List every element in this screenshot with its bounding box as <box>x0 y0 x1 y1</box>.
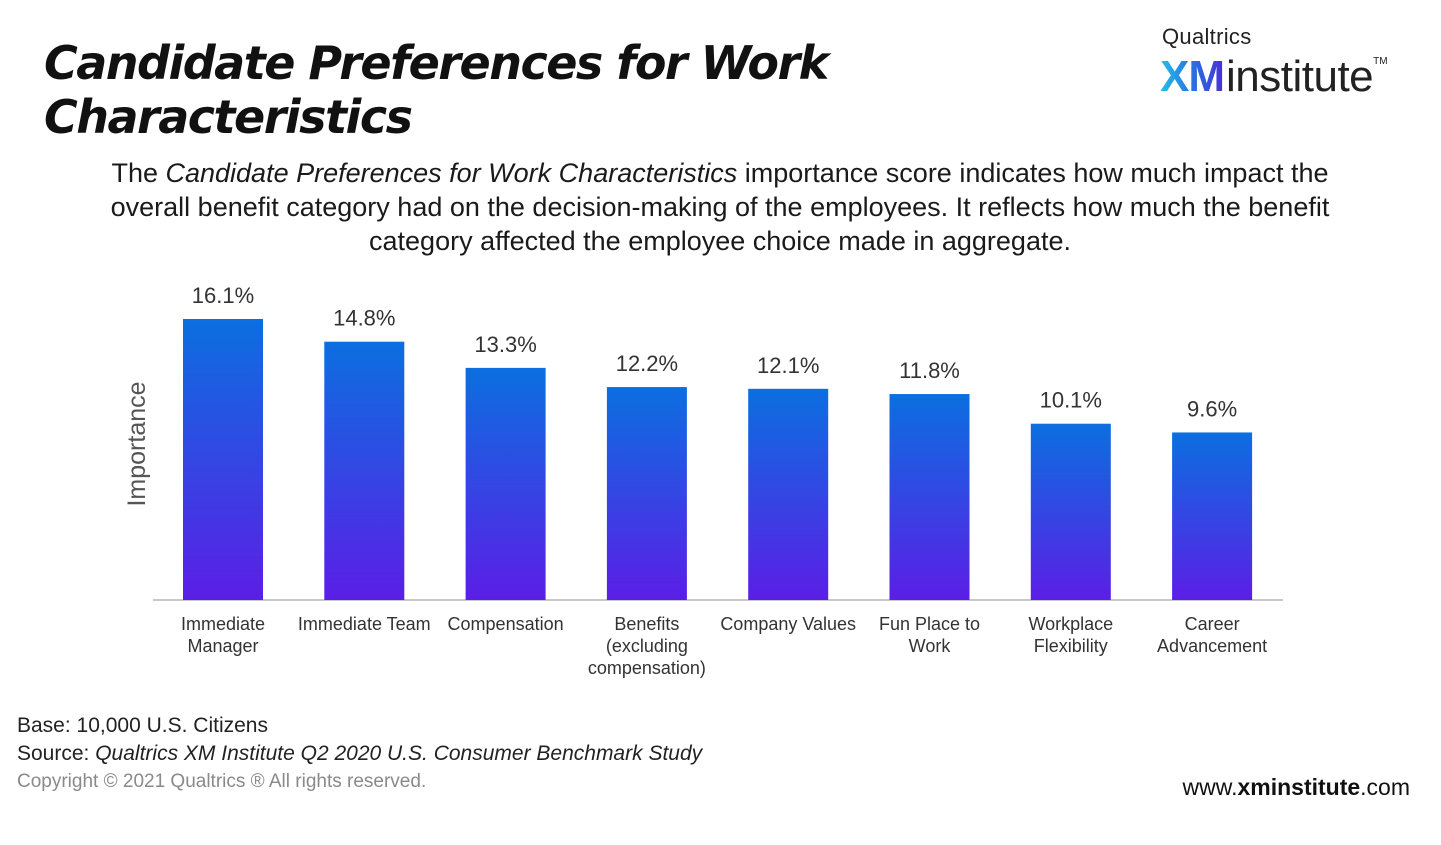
x-tick-label-3: Compensation <box>448 614 564 634</box>
bar-6 <box>889 394 970 600</box>
chart-description: The Candidate Preferences for Work Chara… <box>70 156 1370 258</box>
x-tick-label-6: Fun Place to Work <box>879 614 980 656</box>
x-tick-label-2: Immediate Team <box>298 614 431 634</box>
bar-2 <box>324 341 405 600</box>
x-tick-label-1: Immediate Manager <box>181 614 265 656</box>
xm-institute-logo: Qualtrics XMinstituteTM <box>1160 24 1420 102</box>
description-italic: Candidate Preferences for Work Character… <box>165 158 738 188</box>
data-label-8: 9.6% <box>1187 396 1237 421</box>
data-label-5: 12.1% <box>757 353 819 378</box>
x-tick-label-8: Career Advancement <box>1157 614 1267 656</box>
bar-1 <box>183 319 263 600</box>
bar-chart: Importance 16.1% 14.8% 13.3% 12.2% 12.1% 11.8… <box>123 283 1283 678</box>
source-text: Qualtrics XM Institute Q2 2020 U.S. Cons… <box>95 742 703 765</box>
copyright-note: Copyright © 2021 Qualtrics ® All rights … <box>17 771 427 792</box>
data-label-4: 12.2% <box>616 351 678 376</box>
footer-notes: Base: 10,000 U.S. Citizens Source: Qualt… <box>17 712 702 796</box>
x-tick-label-5: Company Values <box>720 614 856 634</box>
page-title: Candidate Preferences for Work Character… <box>44 36 829 144</box>
bar-8 <box>1172 432 1253 600</box>
description-suffix: importance score indicates how much impa… <box>110 158 1330 256</box>
logo-qualtrics-text: Qualtrics <box>1162 24 1252 49</box>
website-link[interactable]: www.xminstitute.com <box>1183 774 1410 801</box>
bar-3 <box>465 367 546 600</box>
site-bold: xminstitute <box>1237 774 1361 800</box>
logo-main: XMinstituteTM <box>1160 52 1388 102</box>
logo-trademark: TM <box>1373 56 1388 67</box>
source-label: Source: <box>17 742 96 765</box>
x-tick-label-4: Benefits (excluding compensation) <box>588 614 706 678</box>
data-label-2: 14.8% <box>333 306 395 331</box>
x-tick-labels: Immediate Manager Immediate Team Compensati… <box>181 614 1267 678</box>
data-labels: 16.1% 14.8% 13.3% 12.2% 12.1% 11.8% 10.1% 9.6% <box>192 283 1237 421</box>
data-label-3: 13.3% <box>474 332 536 357</box>
site-suffix: .com <box>1360 774 1410 800</box>
bar-series <box>183 319 1253 600</box>
bar-5 <box>748 388 829 600</box>
logo-xm-text: XM <box>1160 52 1225 101</box>
site-prefix: www. <box>1182 774 1238 800</box>
data-label-1: 16.1% <box>192 283 254 308</box>
source-note: Source: Qualtrics XM Institute Q2 2020 U… <box>17 740 702 768</box>
y-axis-label: Importance <box>123 381 151 506</box>
x-tick-label-7: Workplace Flexibility <box>1028 614 1113 656</box>
description-prefix: The <box>111 158 166 188</box>
logo-institute-text: institute <box>1226 52 1374 101</box>
base-note: Base: 10,000 U.S. Citizens <box>17 714 268 737</box>
bar-7 <box>1030 423 1111 600</box>
data-label-7: 10.1% <box>1040 388 1102 413</box>
bar-4 <box>606 387 687 600</box>
data-label-6: 11.8% <box>899 358 960 383</box>
